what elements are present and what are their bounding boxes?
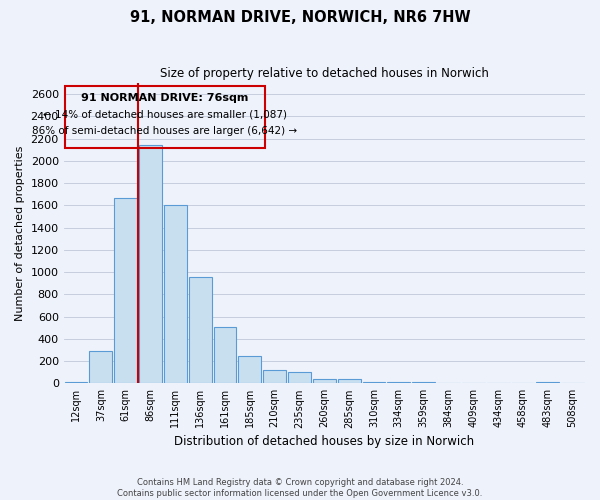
Bar bbox=[362, 382, 385, 384]
Bar bbox=[214, 327, 236, 384]
Bar bbox=[65, 86, 265, 148]
Bar bbox=[313, 380, 336, 384]
Bar bbox=[65, 382, 88, 384]
Y-axis label: Number of detached properties: Number of detached properties bbox=[15, 146, 25, 321]
Text: Contains HM Land Registry data © Crown copyright and database right 2024.
Contai: Contains HM Land Registry data © Crown c… bbox=[118, 478, 482, 498]
Text: ← 14% of detached houses are smaller (1,087): ← 14% of detached houses are smaller (1,… bbox=[43, 109, 287, 119]
Bar bbox=[189, 276, 212, 384]
Bar bbox=[388, 382, 410, 384]
Bar bbox=[487, 383, 509, 384]
Bar bbox=[288, 372, 311, 384]
Bar bbox=[164, 206, 187, 384]
Bar bbox=[462, 383, 485, 384]
Bar bbox=[338, 380, 361, 384]
Bar bbox=[412, 382, 435, 384]
Bar bbox=[89, 351, 112, 384]
Text: 91 NORMAN DRIVE: 76sqm: 91 NORMAN DRIVE: 76sqm bbox=[81, 92, 248, 102]
Text: 91, NORMAN DRIVE, NORWICH, NR6 7HW: 91, NORMAN DRIVE, NORWICH, NR6 7HW bbox=[130, 10, 470, 25]
Bar bbox=[437, 383, 460, 384]
Bar bbox=[263, 370, 286, 384]
Bar bbox=[115, 198, 137, 384]
X-axis label: Distribution of detached houses by size in Norwich: Distribution of detached houses by size … bbox=[174, 434, 475, 448]
Bar bbox=[536, 382, 559, 384]
Bar bbox=[238, 356, 261, 384]
Bar bbox=[139, 146, 162, 384]
Title: Size of property relative to detached houses in Norwich: Size of property relative to detached ho… bbox=[160, 68, 489, 80]
Text: 86% of semi-detached houses are larger (6,642) →: 86% of semi-detached houses are larger (… bbox=[32, 126, 298, 136]
